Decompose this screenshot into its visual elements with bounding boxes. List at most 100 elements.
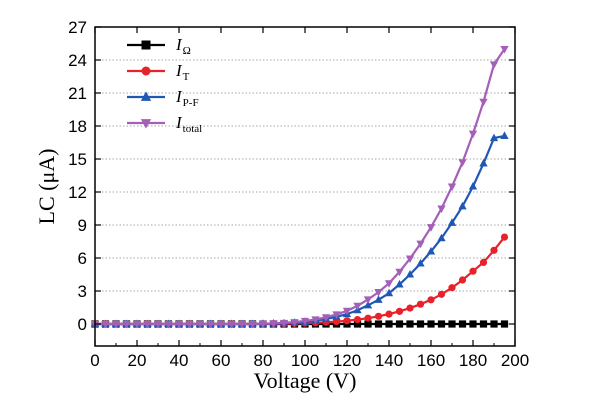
data-point	[490, 246, 498, 254]
data-point	[500, 45, 509, 54]
data-point	[227, 320, 236, 329]
data-point	[143, 320, 152, 329]
legend-label-subscript: P-F	[183, 97, 199, 109]
y-tick-label: 0	[78, 315, 87, 334]
y-tick-label: 6	[78, 249, 87, 268]
data-point	[185, 320, 194, 329]
data-point	[374, 320, 383, 328]
data-point	[164, 320, 173, 329]
data-point	[395, 307, 404, 315]
legend-label: IT	[175, 61, 190, 83]
data-point	[364, 314, 372, 322]
x-tick-label: 20	[128, 351, 147, 370]
data-point	[447, 218, 457, 226]
data-point	[500, 320, 509, 328]
data-point	[416, 300, 425, 308]
x-axis-title: Voltage (V)	[254, 368, 357, 393]
data-point	[395, 268, 404, 277]
data-point	[437, 290, 446, 298]
data-point	[458, 159, 467, 167]
data-point	[490, 320, 498, 328]
data-point	[469, 320, 477, 328]
y-tick-label: 15	[68, 150, 87, 169]
data-point	[321, 314, 331, 322]
data-point	[374, 289, 383, 297]
data-point	[300, 317, 310, 326]
legend-label-main: I	[175, 113, 183, 132]
legend-entry: IP-F	[127, 87, 199, 109]
data-point	[111, 320, 121, 329]
data-point	[174, 320, 184, 329]
data-point	[206, 320, 215, 329]
data-point	[489, 61, 499, 69]
data-point	[384, 280, 394, 288]
legend-entry: IΩ	[127, 35, 191, 57]
x-tick-label: 140	[375, 351, 403, 370]
series-total	[90, 45, 509, 329]
legend-label-subscript: Ω	[183, 45, 191, 57]
data-point	[468, 130, 478, 139]
legend-marker	[141, 66, 151, 76]
data-point	[426, 224, 436, 232]
data-point	[479, 258, 488, 266]
data-point	[132, 320, 142, 329]
data-point	[374, 312, 383, 320]
legend-label-subscript: T	[183, 71, 190, 83]
data-point	[479, 320, 488, 328]
data-point	[448, 320, 456, 328]
x-tick-label: 120	[333, 351, 361, 370]
data-point	[500, 233, 509, 241]
data-point	[385, 320, 393, 328]
data-point	[122, 320, 131, 329]
data-point	[269, 320, 278, 328]
y-tick-label: 24	[68, 51, 87, 70]
data-point	[237, 320, 247, 329]
data-point	[427, 320, 435, 328]
data-point	[332, 311, 341, 319]
data-point	[248, 320, 257, 329]
data-point	[385, 310, 393, 318]
data-point	[353, 320, 362, 328]
legend-label-subscript: total	[183, 123, 203, 135]
data-point	[343, 317, 351, 325]
data-point	[353, 316, 362, 324]
data-point	[406, 304, 414, 312]
legend-marker	[140, 119, 152, 129]
data-point	[426, 246, 436, 255]
data-point	[479, 158, 488, 167]
series-pf	[90, 131, 509, 328]
data-point	[395, 279, 404, 288]
legend-label-main: I	[175, 35, 183, 54]
y-axis-title: LC (μA)	[34, 149, 59, 225]
data-point	[447, 183, 457, 191]
x-tick-label: 200	[501, 351, 529, 370]
data-point	[437, 320, 446, 328]
x-tick-label: 0	[90, 351, 99, 370]
legend-label: Itotal	[175, 113, 202, 135]
data-point	[258, 320, 268, 329]
legend-label-main: I	[175, 61, 183, 80]
data-point	[153, 320, 163, 329]
data-point	[427, 296, 435, 304]
y-tick-label: 18	[68, 117, 87, 136]
y-tick-label: 27	[68, 18, 87, 37]
legend-label: IP-F	[175, 87, 199, 109]
series-line	[95, 236, 506, 326]
data-point	[363, 296, 373, 304]
data-point	[279, 319, 289, 328]
x-tick-label: 60	[212, 351, 231, 370]
data-point	[416, 320, 425, 328]
series-t	[91, 233, 509, 328]
data-point	[405, 255, 415, 264]
legend-entry: IT	[127, 61, 190, 83]
x-tick-label: 160	[417, 351, 445, 370]
data-point	[195, 320, 205, 329]
legend-label: IΩ	[175, 35, 191, 57]
data-point	[216, 320, 226, 329]
x-tick-label: 40	[170, 351, 189, 370]
data-point	[458, 276, 467, 284]
data-point	[290, 319, 299, 327]
x-tick-label: 80	[254, 351, 273, 370]
